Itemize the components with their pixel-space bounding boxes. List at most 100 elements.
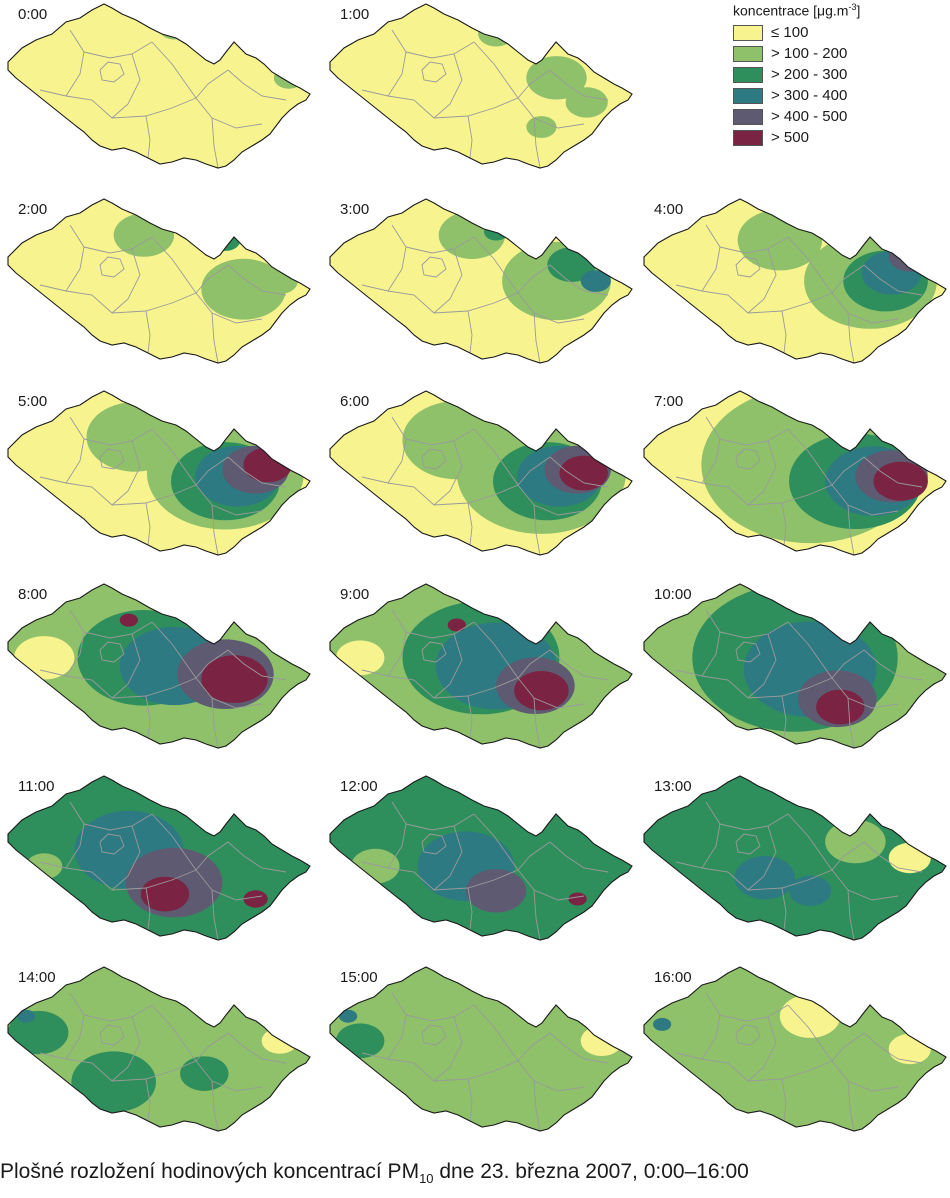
region-boundary — [747, 484, 833, 506]
concentration-area — [159, 17, 190, 40]
legend-swatch — [733, 87, 763, 104]
region-boundary — [831, 841, 865, 871]
region-boundary — [533, 117, 541, 168]
czech-map — [7, 198, 311, 364]
region-boundary — [99, 833, 125, 855]
region-boundary — [83, 1004, 153, 1022]
legend-swatch — [733, 66, 763, 83]
region-boundary — [433, 440, 463, 506]
region-boundary — [549, 69, 609, 101]
region-boundary — [111, 869, 197, 891]
map-panel: 5:00 — [0, 387, 316, 582]
region-boundary — [735, 1024, 761, 1046]
region-boundary — [533, 697, 541, 748]
region-boundary — [735, 833, 761, 855]
region-boundary — [831, 264, 865, 294]
concentration-area — [888, 842, 931, 874]
legend: koncentrace [μg.m-3] ≤ 100 > 100 - 200 > 2… — [733, 2, 948, 148]
region-boundary — [747, 248, 777, 314]
region-boundary — [517, 292, 585, 324]
region-boundary — [387, 992, 407, 1060]
concentration-area — [559, 455, 608, 491]
region-boundary — [361, 476, 435, 506]
legend-item: > 100 - 200 — [733, 43, 948, 64]
region-boundary — [227, 264, 287, 296]
region-boundary — [433, 677, 519, 699]
time-label: 11:00 — [18, 778, 55, 795]
figure-caption: Plošné rozložení hodinových koncentrací … — [0, 1160, 749, 1187]
region-boundary — [747, 440, 777, 506]
region-boundary — [151, 236, 197, 294]
legend-item: ≤ 100 — [733, 22, 948, 43]
region-boundary — [467, 115, 473, 159]
legend-label: > 500 — [771, 129, 809, 146]
concentration-area — [514, 671, 569, 711]
country-border — [643, 390, 947, 556]
region-boundary — [111, 53, 141, 119]
region-boundary — [467, 310, 473, 354]
legend-swatch — [733, 45, 763, 62]
region-boundary — [517, 649, 551, 679]
concentration-area — [180, 1056, 229, 1091]
region-boundary — [433, 825, 463, 891]
time-label: 5:00 — [18, 393, 48, 410]
region-boundary — [675, 861, 749, 891]
region-boundary — [421, 833, 447, 855]
map-panel: 6:00 — [322, 387, 638, 582]
concentration-area — [888, 241, 931, 272]
region-boundary — [787, 621, 833, 679]
time-label: 6:00 — [340, 393, 370, 410]
country-border — [643, 966, 947, 1132]
region-boundary — [405, 41, 475, 59]
concentration-area — [119, 613, 138, 627]
czech-map — [329, 966, 633, 1132]
region-boundary — [111, 97, 197, 119]
czech-map — [643, 775, 947, 941]
region-boundary — [145, 1078, 151, 1122]
region-boundary — [863, 1032, 923, 1064]
region-boundary — [195, 69, 229, 99]
czech-map — [329, 775, 633, 941]
czech-map — [7, 3, 311, 169]
concentration-area — [17, 1009, 36, 1023]
time-label: 10:00 — [654, 586, 692, 603]
region-boundary — [831, 1032, 865, 1062]
region-boundary — [831, 649, 865, 679]
region-boundary — [719, 428, 789, 446]
region-boundary — [433, 869, 519, 891]
region-boundary — [781, 310, 787, 354]
region-boundary — [111, 1016, 141, 1082]
concentration-area — [336, 640, 385, 676]
region-boundary — [433, 248, 463, 314]
region-boundary — [533, 1080, 541, 1131]
region-boundary — [747, 825, 777, 891]
map-panel: 2:00 — [0, 195, 316, 390]
region-boundary — [473, 1004, 519, 1062]
region-boundary — [227, 841, 287, 873]
czech-map — [7, 775, 311, 941]
region-boundary — [747, 869, 833, 891]
region-boundary — [151, 428, 197, 486]
time-label: 15:00 — [340, 969, 378, 986]
region-boundary — [421, 1024, 447, 1046]
region-boundary — [735, 641, 761, 663]
region-boundary — [39, 669, 113, 699]
region-boundary — [473, 621, 519, 679]
czech-map — [643, 198, 947, 364]
region-boundary — [831, 677, 899, 709]
region-boundary — [735, 448, 761, 470]
concentration-area — [873, 461, 928, 501]
region-boundary — [195, 841, 229, 871]
legend-item: > 300 - 400 — [733, 85, 948, 106]
concentration-area — [243, 447, 292, 483]
map-panel: 12:00 — [322, 772, 638, 967]
region-boundary — [517, 1032, 551, 1062]
czech-map — [7, 390, 311, 556]
region-boundary — [863, 841, 923, 873]
legend-item: > 400 - 500 — [733, 106, 948, 127]
concentration-area — [912, 247, 937, 266]
region-boundary — [787, 236, 833, 294]
region-boundary — [111, 248, 141, 314]
region-boundary — [195, 1060, 263, 1092]
concentration-area — [580, 1025, 623, 1056]
